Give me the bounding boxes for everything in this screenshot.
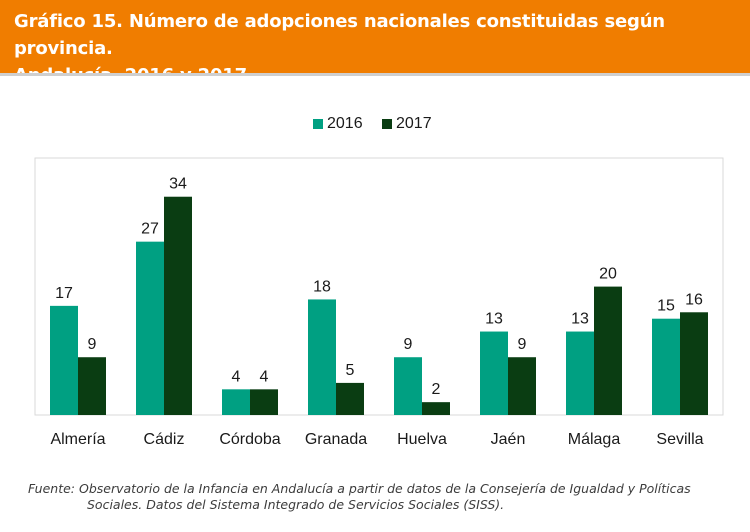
legend-swatch-2017 <box>382 119 392 129</box>
bar-córdoba-2016 <box>222 389 250 415</box>
bar-almería-2016 <box>50 305 78 415</box>
chart-title-line-1: Gráfico 15. Número de adopciones naciona… <box>14 11 665 59</box>
data-label-granada-2016: 18 <box>313 278 331 295</box>
data-label-almería-2017: 9 <box>88 336 97 353</box>
bar-málaga-2016 <box>566 331 594 415</box>
bar-huelva-2016 <box>394 357 422 415</box>
data-label-málaga-2017: 20 <box>599 266 617 283</box>
data-label-granada-2017: 5 <box>346 362 355 379</box>
source-line-2: Sociales. Datos del Sistema Integrado de… <box>87 497 505 512</box>
data-label-jaén-2016: 13 <box>485 311 503 328</box>
bar-málaga-2017 <box>594 286 622 415</box>
bar-almería-2017 <box>78 357 106 415</box>
data-label-córdoba-2016: 4 <box>232 368 241 385</box>
title-bar: Gráfico 15. Número de adopciones naciona… <box>0 0 750 86</box>
x-tick-label-granada: Granada <box>305 431 367 448</box>
bar-granada-2016 <box>308 299 336 415</box>
source-line-1: Fuente: Observatorio de la Infancia en A… <box>28 481 691 496</box>
bar-huelva-2017 <box>422 402 450 415</box>
data-label-jaén-2017: 9 <box>518 336 527 353</box>
bar-jaén-2016 <box>480 331 508 415</box>
data-label-cádiz-2016: 27 <box>141 221 159 238</box>
bar-cádiz-2016 <box>136 241 164 415</box>
x-tick-label-huelva: Huelva <box>397 431 447 448</box>
bar-granada-2017 <box>336 382 364 415</box>
legend-label-2017: 2017 <box>396 115 432 132</box>
data-label-huelva-2016: 9 <box>404 336 413 353</box>
data-label-cádiz-2017: 34 <box>169 176 187 193</box>
data-label-almería-2016: 17 <box>55 285 73 302</box>
bar-sevilla-2016 <box>652 318 680 415</box>
legend-label-2016: 2016 <box>327 115 363 132</box>
data-label-córdoba-2017: 4 <box>260 368 269 385</box>
data-label-sevilla-2017: 16 <box>685 291 703 308</box>
bar-jaén-2017 <box>508 357 536 415</box>
x-tick-label-cádiz: Cádiz <box>144 431 185 448</box>
x-tick-label-almería: Almería <box>50 431 105 448</box>
plot-area-frame <box>34 157 724 416</box>
bar-córdoba-2017 <box>250 389 278 415</box>
chart-title: Gráfico 15. Número de adopciones naciona… <box>14 8 736 89</box>
data-label-huelva-2017: 2 <box>432 381 441 398</box>
x-tick-label-córdoba: Córdoba <box>219 431 280 448</box>
x-tick-label-málaga: Málaga <box>568 431 621 448</box>
legend-swatch-2016 <box>313 119 323 129</box>
source-note: Fuente: Observatorio de la Infancia en A… <box>28 481 723 513</box>
bar-cádiz-2017 <box>164 196 192 415</box>
x-tick-label-jaén: Jaén <box>491 431 526 448</box>
title-underline <box>0 73 750 76</box>
data-label-málaga-2016: 13 <box>571 311 589 328</box>
data-label-sevilla-2016: 15 <box>657 298 675 315</box>
bar-sevilla-2017 <box>680 312 708 415</box>
x-tick-label-sevilla: Sevilla <box>656 431 703 448</box>
